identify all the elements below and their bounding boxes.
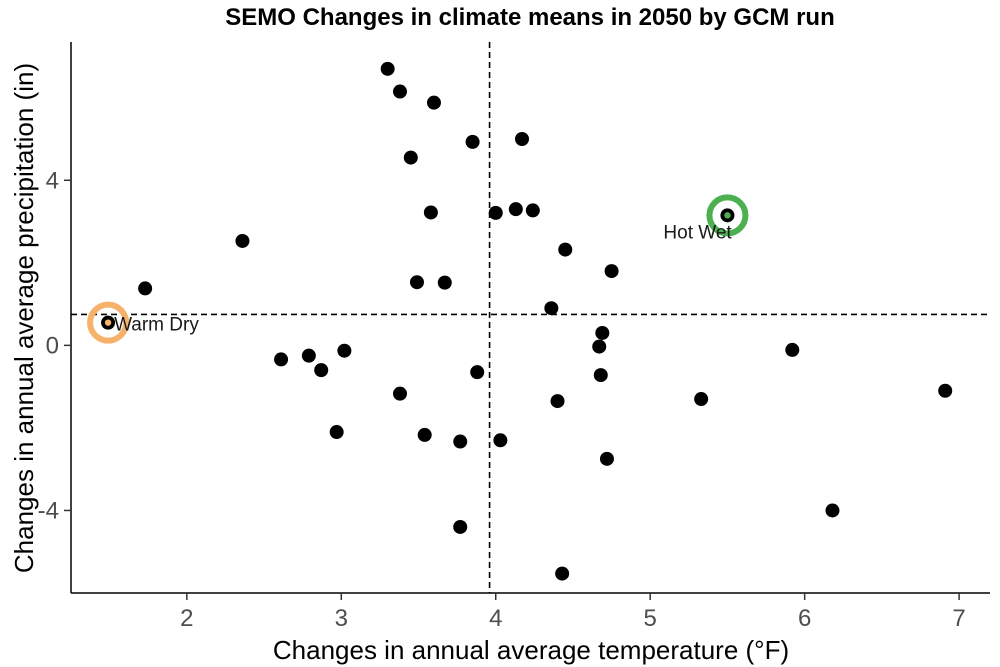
data-point [426,95,441,110]
x-tick-label: 7 [952,605,965,632]
data-point [508,202,523,217]
highlight-center [724,212,731,219]
y-axis-label: Changes in annual average precipitation … [9,63,39,573]
data-point [337,343,352,358]
data-point [409,275,424,290]
x-tick-label: 6 [798,605,811,632]
data-point [550,394,565,409]
y-tick-label: 4 [46,167,59,194]
data-point [592,339,607,354]
data-point [417,427,432,442]
y-tick-label: 0 [46,332,59,359]
x-tick-label: 4 [489,605,502,632]
data-points [101,61,953,581]
highlight-ring [87,301,130,344]
data-point [314,363,329,378]
data-point [694,392,709,407]
data-point [453,519,468,534]
data-point [938,383,953,398]
data-point [599,451,614,466]
highlight-center [104,319,112,326]
data-point [558,242,573,257]
annotation-label: Warm Dry [114,315,199,336]
y-tick-label: -4 [38,497,59,524]
data-point [423,205,438,220]
data-point [785,342,800,357]
data-point [403,150,418,165]
data-point [380,61,395,76]
annotations: Warm Dry Hot Wet [87,194,749,344]
data-point [493,433,508,448]
data-point [392,84,407,99]
data-point [595,325,610,340]
data-point [593,368,608,383]
x-tick-label: 3 [335,605,348,632]
data-point [138,281,153,296]
data-point [329,425,344,440]
axes: 2 3 4 5 6 7 -4 0 4 [38,42,990,632]
x-tick-label: 2 [180,605,193,632]
data-point [465,134,480,149]
data-point [235,233,250,248]
data-point [555,566,570,581]
data-point [470,365,485,380]
data-point [515,131,530,146]
data-point [301,348,316,363]
data-point [437,275,452,290]
highlight-ring [706,194,749,237]
data-point [274,352,289,367]
chart-title: SEMO Changes in climate means in 2050 by… [225,4,835,31]
data-point [453,434,468,449]
data-point [525,203,540,218]
data-point [825,503,840,518]
data-point [488,205,503,220]
annotation-label: Hot Wet [663,222,732,243]
x-tick-label: 5 [644,605,657,632]
x-axis-label: Changes in annual average temperature (°… [273,635,789,665]
reference-lines [71,42,990,593]
data-point [604,264,619,279]
data-point [544,301,559,316]
data-point [392,386,407,401]
